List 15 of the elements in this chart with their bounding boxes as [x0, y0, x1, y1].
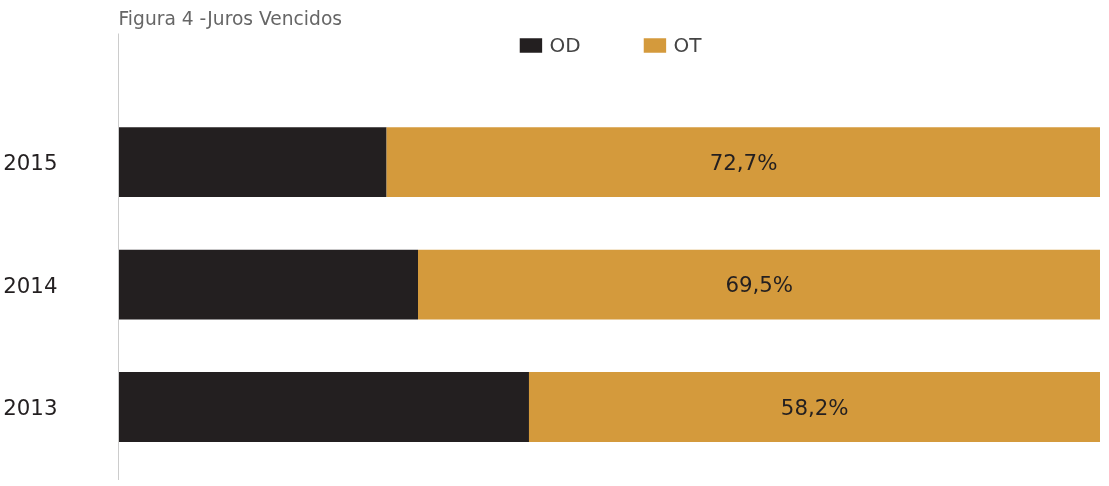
bar [118, 372, 529, 442]
bar [528, 372, 1100, 442]
legend-label: OD [549, 33, 581, 57]
y-tick-label: 2015 [3, 150, 58, 176]
bar [118, 127, 387, 197]
y-tick-label: 2014 [3, 272, 58, 298]
data-label: 72,7% [709, 149, 778, 175]
data-label: 58,2% [780, 394, 849, 420]
legend-label: OT [673, 33, 702, 57]
bar [418, 249, 1100, 320]
bar [118, 249, 419, 320]
chart-title: Figura 4 -Juros Vencidos [118, 7, 343, 29]
y-tick-label: 2013 [3, 395, 58, 421]
data-label: 69,5% [725, 272, 794, 298]
bar [386, 127, 1100, 197]
